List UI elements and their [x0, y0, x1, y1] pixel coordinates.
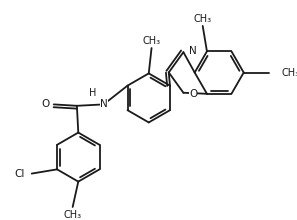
Text: H: H: [89, 88, 97, 97]
Text: O: O: [189, 89, 197, 99]
Text: CH₃: CH₃: [194, 14, 212, 24]
Text: Cl: Cl: [14, 169, 25, 179]
Text: CH₃: CH₃: [282, 68, 297, 78]
Text: O: O: [41, 99, 50, 109]
Text: N: N: [100, 99, 108, 109]
Text: CH₃: CH₃: [64, 210, 82, 220]
Text: N: N: [189, 46, 197, 56]
Text: CH₃: CH₃: [143, 36, 161, 46]
